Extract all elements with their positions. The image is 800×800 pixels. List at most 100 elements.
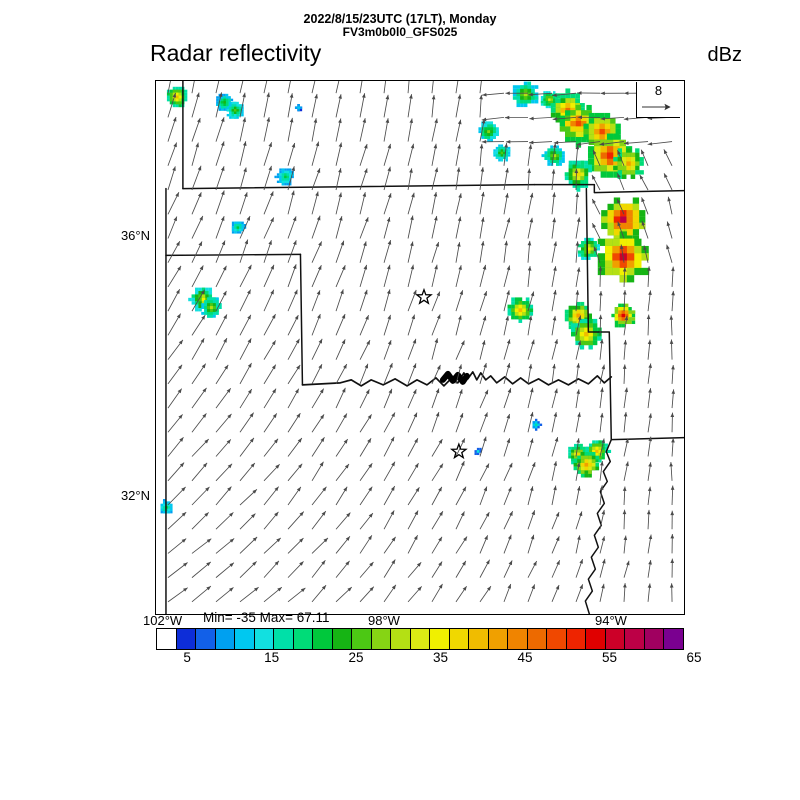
reflectivity-pixel bbox=[231, 221, 235, 224]
reflectivity-pixel bbox=[588, 345, 593, 350]
reflectivity-pixel bbox=[584, 336, 589, 341]
reflectivity-pixel bbox=[635, 170, 640, 175]
wind-vector-head bbox=[341, 339, 346, 345]
reflectivity-pixel bbox=[532, 421, 535, 424]
reflectivity-pixel bbox=[635, 148, 640, 153]
reflectivity-pixel bbox=[216, 101, 219, 104]
wind-vector-head bbox=[626, 560, 630, 566]
reflectivity-pixel bbox=[641, 253, 649, 261]
wind-vector-head bbox=[205, 486, 210, 492]
reflectivity-pixel bbox=[598, 443, 602, 447]
reflectivity-pixel bbox=[628, 310, 632, 314]
wind-vector-head bbox=[416, 562, 422, 567]
reflectivity-pixel bbox=[503, 156, 506, 160]
reflectivity-pixel bbox=[212, 300, 216, 304]
reflectivity-pixel bbox=[584, 160, 589, 165]
wind-vector-head bbox=[296, 413, 301, 418]
map-plot-area[interactable]: 8 bbox=[155, 80, 685, 615]
reflectivity-pixel bbox=[587, 152, 595, 159]
reflectivity-pixel bbox=[605, 267, 613, 276]
wind-vector-head bbox=[176, 313, 181, 319]
reflectivity-pixel bbox=[590, 250, 594, 254]
wind-vector-head bbox=[529, 411, 534, 417]
reflectivity-pixel bbox=[167, 501, 171, 504]
reflectivity-pixel bbox=[601, 453, 605, 457]
reflectivity-pixel bbox=[580, 309, 585, 314]
reflectivity-pixel bbox=[223, 105, 226, 109]
wind-vector-head bbox=[199, 215, 203, 221]
wind-vector-head bbox=[410, 264, 415, 270]
reflectivity-pixel bbox=[596, 247, 601, 251]
reflectivity-pixel bbox=[487, 127, 491, 131]
reflectivity-pixel bbox=[547, 159, 551, 163]
reflectivity-pixel bbox=[520, 85, 524, 89]
reflectivity-pixel bbox=[474, 450, 477, 453]
reflectivity-pixel bbox=[484, 130, 488, 134]
reflectivity-pixel bbox=[595, 440, 599, 444]
reflectivity-pixel bbox=[570, 115, 576, 121]
reflectivity-pixel bbox=[218, 306, 222, 309]
reflectivity-pixel bbox=[514, 308, 519, 313]
reflectivity-pixel bbox=[175, 101, 179, 105]
reflectivity-pixel bbox=[595, 453, 599, 457]
reflectivity-pixel bbox=[639, 222, 646, 230]
reflectivity-pixel bbox=[606, 165, 614, 172]
wind-vector-head bbox=[363, 264, 368, 270]
wind-vector-head bbox=[271, 364, 276, 370]
wind-vector-head bbox=[600, 412, 604, 418]
wind-vector-head bbox=[576, 217, 581, 222]
reflectivity-pixel bbox=[514, 301, 519, 305]
reflectivity-pixel bbox=[600, 152, 607, 159]
wind-vector-head bbox=[289, 117, 294, 123]
reflectivity-pixel bbox=[607, 229, 614, 236]
reflectivity-pixel bbox=[297, 106, 300, 109]
reflectivity-pixel bbox=[291, 173, 294, 176]
colorbar-cells[interactable] bbox=[156, 628, 684, 650]
reflectivity-pixel bbox=[574, 452, 577, 456]
reflectivity-pixel bbox=[220, 98, 224, 102]
colorbar-cell bbox=[605, 629, 626, 649]
reflectivity-pixel bbox=[568, 305, 573, 310]
wind-vector-head bbox=[223, 338, 227, 343]
reflectivity-pixel bbox=[559, 126, 566, 132]
reflectivity-pixel bbox=[621, 303, 625, 308]
wind-vector-head bbox=[411, 192, 415, 198]
reflectivity-pixel bbox=[195, 291, 199, 295]
reflectivity-pixel bbox=[503, 154, 506, 157]
colorbar-cell bbox=[235, 629, 255, 649]
reflectivity-pixel bbox=[576, 180, 581, 184]
reflectivity-pixel bbox=[587, 253, 591, 257]
reflectivity-pixel bbox=[522, 312, 526, 316]
reflectivity-pixel bbox=[548, 105, 551, 109]
wind-vector-head bbox=[438, 583, 443, 589]
wind-vector-reference-box: 8 bbox=[636, 82, 680, 118]
wind-vector-head bbox=[274, 511, 279, 517]
reflectivity-pixel bbox=[218, 103, 221, 106]
reflectivity-pixel bbox=[234, 228, 237, 232]
reflectivity-pixel bbox=[622, 161, 627, 166]
map-canvas bbox=[160, 81, 684, 614]
reflectivity-pixel bbox=[634, 238, 642, 246]
reflectivity-pixel bbox=[626, 170, 631, 175]
colorbar[interactable] bbox=[156, 628, 684, 650]
wind-vector-head bbox=[410, 143, 415, 149]
wind-vector-head bbox=[504, 115, 510, 120]
reflectivity-pixel bbox=[615, 128, 621, 135]
reflectivity-pixel bbox=[579, 103, 585, 108]
reflectivity-pixel bbox=[534, 99, 539, 104]
reflectivity-pixel bbox=[605, 260, 613, 268]
reflectivity-pixel bbox=[225, 98, 229, 102]
wind-vector-head bbox=[599, 338, 604, 344]
star-marker-south bbox=[449, 442, 468, 460]
wind-vector-head bbox=[554, 437, 559, 442]
reflectivity-pixel bbox=[231, 101, 234, 105]
reflectivity-pixel bbox=[531, 96, 535, 100]
wind-vector-head bbox=[509, 511, 513, 516]
reflectivity-pixel bbox=[518, 315, 523, 320]
reflectivity-pixel bbox=[215, 297, 219, 301]
wind-vector-head bbox=[243, 167, 247, 173]
reflectivity-pixel bbox=[614, 324, 619, 328]
reflectivity-pixel bbox=[626, 216, 633, 223]
reflectivity-pixel bbox=[617, 170, 623, 175]
reflectivity-pixel bbox=[574, 455, 577, 459]
